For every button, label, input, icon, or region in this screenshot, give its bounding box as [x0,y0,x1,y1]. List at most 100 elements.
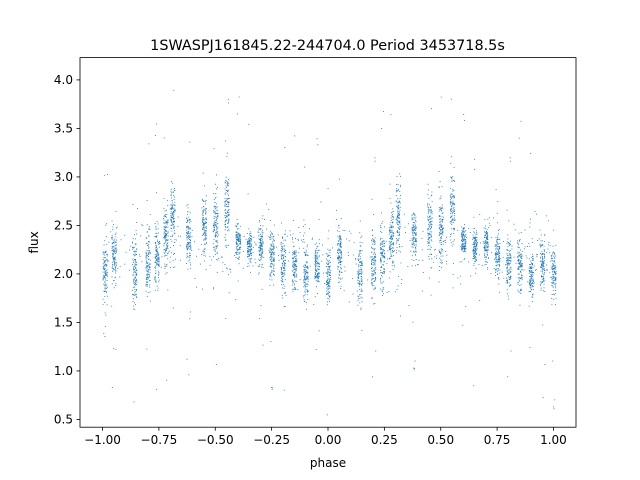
data-point [261,244,262,246]
data-point [422,259,424,261]
data-point [531,263,533,265]
data-point [270,341,272,343]
data-point [315,276,316,278]
data-point [190,264,192,266]
data-point [413,226,415,228]
data-point [147,241,149,243]
data-point [283,284,285,286]
data-point [540,270,542,272]
data-point [328,265,330,267]
data-point [360,269,362,271]
data-point [440,253,442,255]
data-point [500,258,502,260]
data-point [270,238,272,240]
data-point [248,243,250,245]
data-point [154,279,156,281]
data-point [475,240,477,242]
data-point [391,231,393,233]
data-point [427,207,429,208]
data-point [484,234,486,236]
data-point [307,280,309,282]
data-point [165,233,166,235]
data-point [284,265,286,267]
data-point [517,246,519,248]
data-point [273,259,275,261]
data-point [158,257,160,259]
data-point [398,201,400,203]
data-point [411,243,413,245]
data-point [474,253,476,255]
data-point [133,234,135,236]
data-point [227,201,229,203]
data-point [357,271,359,273]
data-point [283,260,284,262]
data-point [544,280,546,282]
data-point [239,235,241,236]
data-point [216,232,218,234]
data-point [273,268,275,269]
data-point [315,274,316,275]
data-point [479,299,481,301]
data-point [374,281,376,283]
data-point [519,256,521,258]
data-point [299,279,301,281]
data-point [303,286,305,288]
data-point [293,252,295,254]
data-point [475,251,477,252]
data-point [400,175,401,177]
data-point [246,244,248,245]
x-tick-label: 0.00 [315,433,342,447]
data-point [186,244,187,246]
data-point [429,218,431,220]
data-point [390,227,392,229]
data-point [134,267,136,269]
data-point [398,237,400,239]
data-point [361,274,363,276]
data-point [224,209,226,211]
data-point [388,277,390,279]
data-point [166,214,168,216]
data-point [532,281,533,283]
data-point [517,273,519,275]
data-point [106,258,108,260]
data-point [213,229,215,231]
data-point [483,249,485,251]
data-point [186,237,188,239]
data-point [102,262,104,264]
data-point [544,256,546,258]
data-point [327,284,329,286]
data-point [213,287,215,289]
data-point [382,241,384,243]
data-point [328,285,330,287]
data-point [243,250,245,252]
data-point [103,244,105,246]
data-point [473,243,475,245]
data-point [169,256,171,258]
data-point [106,265,108,267]
data-point [103,254,105,256]
data-point [551,282,553,284]
data-point [438,249,440,251]
data-point [531,274,533,276]
data-point [486,230,487,232]
data-point [374,237,376,239]
data-point [130,245,132,247]
data-point [520,253,522,255]
data-point [273,244,275,246]
data-point [371,297,373,299]
data-point [236,237,238,239]
data-point [444,240,446,242]
data-point [250,238,252,240]
data-point [215,234,216,236]
data-point [156,263,158,265]
data-point [293,267,295,269]
data-point [237,251,239,253]
data-point [167,231,169,233]
data-point [543,267,545,269]
data-point [272,237,274,239]
data-point [360,261,362,263]
data-point [360,265,362,267]
data-point [473,241,475,243]
data-point [530,275,532,277]
data-point [340,243,342,245]
